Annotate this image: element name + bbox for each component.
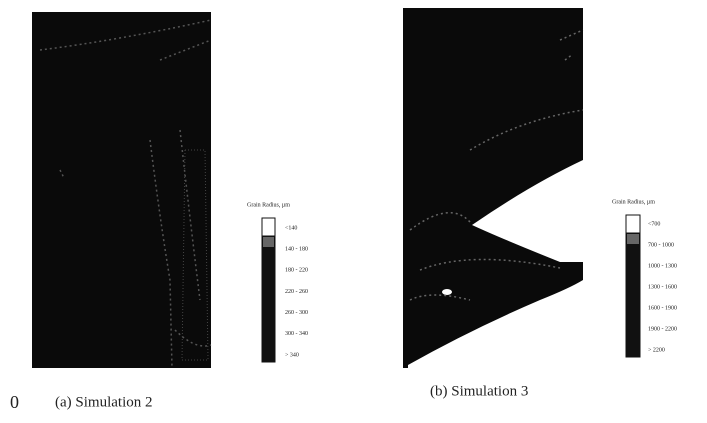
legend-label: 1900 - 2200 bbox=[648, 326, 677, 332]
caption: (a) Simulation 2 bbox=[55, 394, 153, 410]
caption: (b) Simulation 3 bbox=[430, 383, 528, 399]
legend-label: 260 - 300 bbox=[285, 310, 308, 316]
legend-label: 1300 - 1600 bbox=[648, 284, 677, 290]
legend-label: 300 - 340 bbox=[285, 331, 308, 337]
legend-label: 1000 - 1300 bbox=[648, 263, 677, 269]
legend-label: > 2200 bbox=[648, 347, 665, 353]
legend-bar-a bbox=[261, 217, 276, 363]
legend-title: Grain Radius, µm bbox=[612, 199, 655, 205]
legend-title: Grain Radius, µm bbox=[247, 202, 290, 208]
legend-label: 140 - 180 bbox=[285, 247, 308, 253]
legend-bar-b bbox=[625, 214, 641, 358]
simulation-image-b bbox=[403, 8, 584, 368]
simulation-image-a bbox=[32, 12, 212, 369]
labels: 0 (a) Simulation 2 Grain Radius, µm <140 140… bbox=[10, 199, 677, 412]
legend-label: 1600 - 1900 bbox=[648, 305, 677, 311]
legend-label: 220 - 260 bbox=[285, 289, 308, 295]
legend-label: <700 bbox=[648, 221, 660, 227]
legend-label: 700 - 1000 bbox=[648, 242, 674, 248]
legend-label: <140 bbox=[285, 225, 297, 231]
page-number: 0 bbox=[10, 392, 19, 412]
legend-label: > 340 bbox=[285, 352, 299, 358]
legend-label: 180 - 220 bbox=[285, 268, 308, 274]
